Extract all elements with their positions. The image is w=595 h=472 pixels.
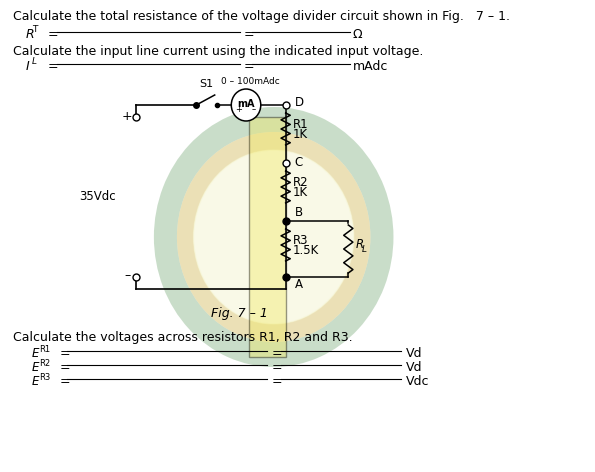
Text: mAdc: mAdc [353,60,389,73]
Text: +: + [235,106,242,115]
Text: =: = [272,347,283,360]
Text: 0 – 100mAdc: 0 – 100mAdc [221,77,280,86]
Text: Vd: Vd [405,361,422,374]
Wedge shape [177,132,371,342]
FancyBboxPatch shape [249,117,286,357]
Text: E: E [32,347,39,360]
Text: L: L [32,57,36,66]
Text: Fig. 7 – 1: Fig. 7 – 1 [211,307,268,320]
Text: R1: R1 [293,118,309,132]
Text: 35Vdc: 35Vdc [80,191,116,203]
Wedge shape [154,107,393,367]
Text: R: R [356,238,364,252]
Text: Ω: Ω [353,28,362,41]
Text: mA: mA [237,99,255,109]
Text: =: = [243,60,254,73]
Text: Vdc: Vdc [405,375,429,388]
Text: =: = [60,375,71,388]
Text: B: B [295,207,303,219]
Text: R3: R3 [39,373,50,382]
Text: +: + [122,110,133,123]
Text: Vd: Vd [405,347,422,360]
Circle shape [231,89,261,121]
Text: R2: R2 [293,177,309,189]
Text: S1: S1 [199,79,213,89]
Text: I: I [26,60,30,73]
Text: D: D [295,95,304,109]
Text: 1K: 1K [293,186,308,200]
Text: L: L [362,245,367,254]
Text: =: = [272,361,283,374]
Text: R2: R2 [39,359,50,368]
Text: Calculate the voltages across resistors R1, R2 and R3.: Calculate the voltages across resistors … [13,331,352,344]
Text: E: E [32,361,39,374]
Text: =: = [48,60,58,73]
Text: 1K: 1K [293,128,308,142]
Text: =: = [243,28,254,41]
Text: =: = [48,28,58,41]
Text: –: – [124,270,130,283]
Text: R: R [26,28,35,41]
Text: =: = [60,361,71,374]
Text: 1.5K: 1.5K [293,244,320,258]
Circle shape [193,150,354,324]
Text: Calculate the input line current using the indicated input voltage.: Calculate the input line current using t… [13,45,423,58]
Text: R1: R1 [39,345,50,354]
Text: =: = [272,375,283,388]
Text: R3: R3 [293,235,309,247]
Text: C: C [295,157,303,169]
Text: T: T [32,25,37,34]
Text: =: = [60,347,71,360]
Text: –: – [251,106,255,115]
Text: A: A [295,278,303,292]
Text: E: E [32,375,39,388]
Text: Calculate the total resistance of the voltage divider circuit shown in Fig.   7 : Calculate the total resistance of the vo… [13,10,510,23]
